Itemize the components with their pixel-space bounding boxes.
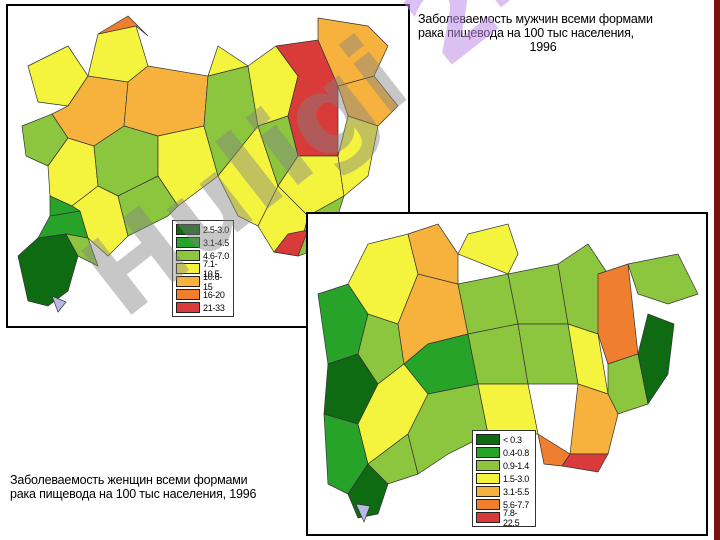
legend-swatch <box>476 486 500 497</box>
legend-label: 10.6-15 <box>203 271 223 292</box>
legend-swatch <box>176 289 200 300</box>
male-map-title: Заболеваемость мужчин всеми формами рака… <box>418 12 708 54</box>
female-map-title: Заболеваемость женщин всеми формами рака… <box>10 473 306 501</box>
region <box>569 383 619 455</box>
legend-swatch <box>476 499 500 510</box>
region <box>157 125 219 207</box>
legend-swatch <box>176 224 200 235</box>
legend-item: 3.1-5.5 <box>476 485 532 498</box>
region <box>507 263 569 325</box>
region <box>87 25 149 83</box>
region <box>17 233 79 307</box>
legend-item: 0.4-0.8 <box>476 446 532 459</box>
region <box>607 353 649 415</box>
legend-item: 2.5-3.0 <box>176 223 230 236</box>
region <box>207 45 249 77</box>
legend-swatch <box>176 237 200 248</box>
legend-swatch <box>476 473 500 484</box>
male-map-regions <box>17 15 399 313</box>
female-incidence-map: < 0.3 0.4-0.8 0.9-1.4 1.5-3.0 3.1-5.5 5.… <box>306 212 708 536</box>
legend-swatch <box>476 512 500 523</box>
male-title-year: 1996 <box>529 40 557 54</box>
legend-label: 0.9-1.4 <box>503 460 529 471</box>
male-map-legend: 2.5-3.0 3.1-4.5 4.6-7.0 7.1-10.5 10.6-15… <box>172 220 234 317</box>
legend-label: 7.8-22.5 <box>503 507 520 528</box>
legend-item: 10.6-15 <box>176 272 230 292</box>
region <box>561 453 609 473</box>
female-title-line2: рака пищевода на 100 тыс населения, 1996 <box>10 487 257 501</box>
accent-bar <box>714 0 720 540</box>
legend-label: 3.1-5.5 <box>503 486 529 497</box>
region <box>457 273 519 335</box>
legend-swatch <box>176 302 200 313</box>
legend-item: 5.6-7.7 <box>476 498 532 511</box>
legend-swatch <box>176 250 200 261</box>
region <box>537 433 571 467</box>
region <box>597 263 639 365</box>
legend-item: 1.5-3.0 <box>476 472 532 485</box>
legend-label: < 0.3 <box>503 434 522 445</box>
legend-item: 4.6-7.0 <box>176 249 230 262</box>
region <box>637 313 675 405</box>
region <box>65 233 99 267</box>
legend-label: 1.5-3.0 <box>503 473 529 484</box>
legend-label: 21-33 <box>203 302 225 313</box>
legend-label: 5.6-7.7 <box>503 499 529 510</box>
legend-label: 4.6-7.0 <box>203 250 229 261</box>
region <box>337 115 379 197</box>
legend-label: 2.5-3.0 <box>203 224 229 235</box>
region <box>477 383 539 435</box>
female-map-legend: < 0.3 0.4-0.8 0.9-1.4 1.5-3.0 3.1-5.5 5.… <box>472 430 536 528</box>
region <box>317 17 389 87</box>
female-map-regions <box>317 223 699 523</box>
legend-item: 21-33 <box>176 301 230 314</box>
region <box>97 15 149 37</box>
region <box>467 323 529 385</box>
legend-item: 3.1-4.5 <box>176 236 230 249</box>
legend-item: 0.9-1.4 <box>476 459 532 472</box>
legend-swatch <box>476 460 500 471</box>
legend-item: 7.1-10.5 <box>176 259 230 279</box>
legend-label: 16-20 <box>203 289 225 300</box>
legend-label: 7.1-10.5 <box>203 258 220 279</box>
legend-item: < 0.3 <box>476 433 532 446</box>
region <box>37 210 89 239</box>
legend-item: 7.8-22.5 <box>476 508 532 528</box>
legend-label: 0.4-0.8 <box>503 447 529 458</box>
legend-swatch <box>176 276 200 287</box>
region <box>517 323 579 385</box>
male-title-line2: рака пищевода на 100 тыс населения, <box>418 26 634 40</box>
female-title-line1: Заболеваемость женщин всеми формами <box>10 473 248 487</box>
region <box>117 175 179 237</box>
legend-label: 3.1-4.5 <box>203 237 229 248</box>
region <box>51 295 67 313</box>
legend-swatch <box>176 263 200 274</box>
legend-swatch <box>476 434 500 445</box>
region <box>355 503 371 523</box>
region <box>457 223 519 275</box>
region <box>123 65 209 137</box>
legend-item: 16-20 <box>176 288 230 301</box>
male-title-line1: Заболеваемость мужчин всеми формами <box>418 12 653 26</box>
region <box>627 253 699 305</box>
male-incidence-map: 2.5-3.0 3.1-4.5 4.6-7.0 7.1-10.5 10.6-15… <box>6 4 410 328</box>
legend-swatch <box>476 447 500 458</box>
region <box>407 223 459 285</box>
